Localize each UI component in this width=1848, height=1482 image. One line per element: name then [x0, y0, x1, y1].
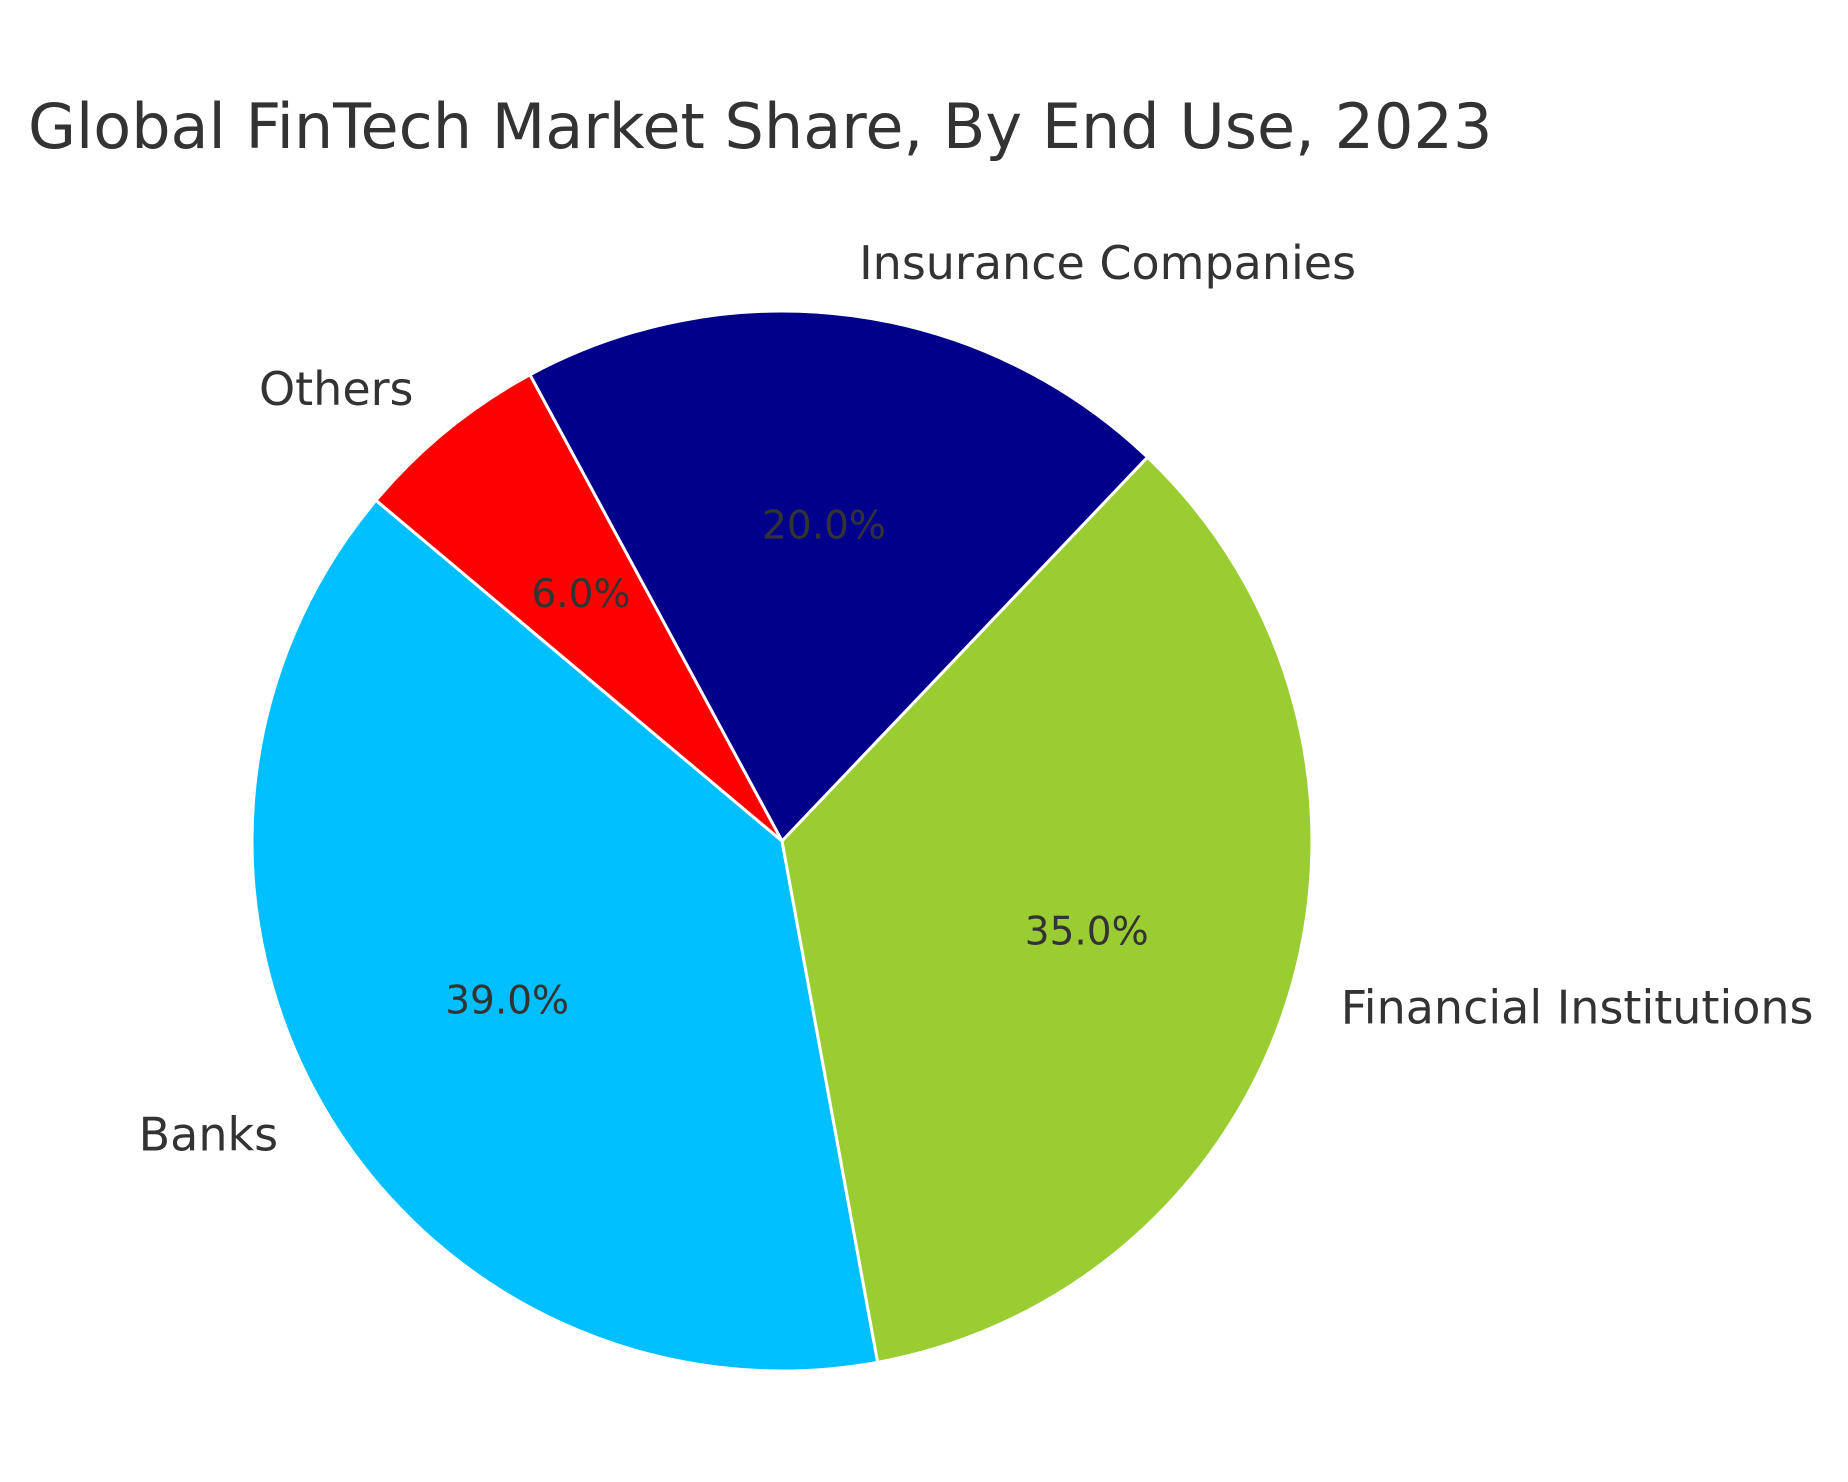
value-label-insurance-companies: 20.0% — [762, 503, 886, 548]
slice-insurance-companies — [528, 309, 1149, 843]
category-label-insurance-companies: Insurance Companies — [859, 236, 1356, 290]
slice-others — [374, 373, 784, 843]
value-label-banks: 39.0% — [445, 978, 569, 1023]
chart-title: Global FinTech Market Share, By End Use,… — [28, 90, 1493, 163]
category-label-financial-institutions: Financial Institutions — [1341, 981, 1814, 1035]
category-label-others: Others — [259, 362, 414, 416]
slice-financial-institutions — [780, 455, 1314, 1364]
slice-banks — [250, 498, 880, 1373]
category-label-banks: Banks — [139, 1107, 279, 1161]
value-label-financial-institutions: 35.0% — [1025, 909, 1149, 954]
value-label-others: 6.0% — [531, 572, 630, 617]
